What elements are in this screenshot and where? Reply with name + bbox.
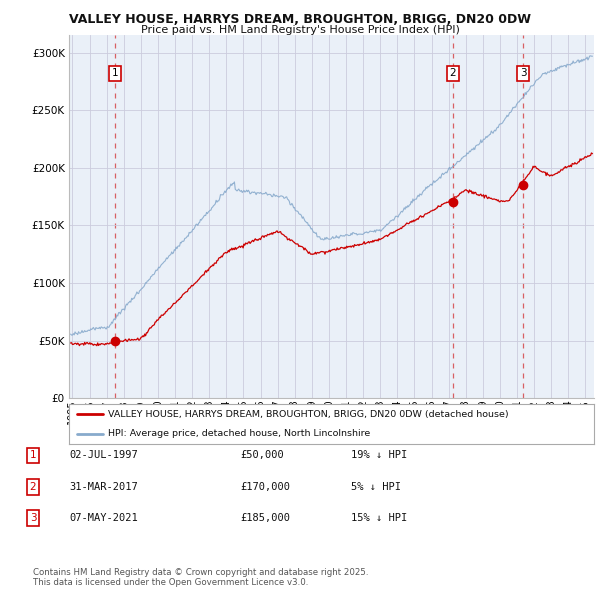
- Text: 3: 3: [29, 513, 37, 523]
- Text: 5% ↓ HPI: 5% ↓ HPI: [351, 482, 401, 491]
- Text: 02-JUL-1997: 02-JUL-1997: [69, 451, 138, 460]
- Text: £185,000: £185,000: [240, 513, 290, 523]
- Text: 2: 2: [29, 482, 37, 491]
- Text: Price paid vs. HM Land Registry's House Price Index (HPI): Price paid vs. HM Land Registry's House …: [140, 25, 460, 35]
- Text: 3: 3: [520, 68, 526, 78]
- Text: Contains HM Land Registry data © Crown copyright and database right 2025.
This d: Contains HM Land Registry data © Crown c…: [33, 568, 368, 587]
- Text: £50,000: £50,000: [240, 451, 284, 460]
- Text: 15% ↓ HPI: 15% ↓ HPI: [351, 513, 407, 523]
- Text: 1: 1: [112, 68, 118, 78]
- Text: 2: 2: [449, 68, 456, 78]
- Text: HPI: Average price, detached house, North Lincolnshire: HPI: Average price, detached house, Nort…: [109, 429, 371, 438]
- Text: 19% ↓ HPI: 19% ↓ HPI: [351, 451, 407, 460]
- Text: 31-MAR-2017: 31-MAR-2017: [69, 482, 138, 491]
- Text: VALLEY HOUSE, HARRYS DREAM, BROUGHTON, BRIGG, DN20 0DW (detached house): VALLEY HOUSE, HARRYS DREAM, BROUGHTON, B…: [109, 410, 509, 419]
- Text: 07-MAY-2021: 07-MAY-2021: [69, 513, 138, 523]
- Text: £170,000: £170,000: [240, 482, 290, 491]
- Text: VALLEY HOUSE, HARRYS DREAM, BROUGHTON, BRIGG, DN20 0DW: VALLEY HOUSE, HARRYS DREAM, BROUGHTON, B…: [69, 13, 531, 26]
- Text: 1: 1: [29, 451, 37, 460]
